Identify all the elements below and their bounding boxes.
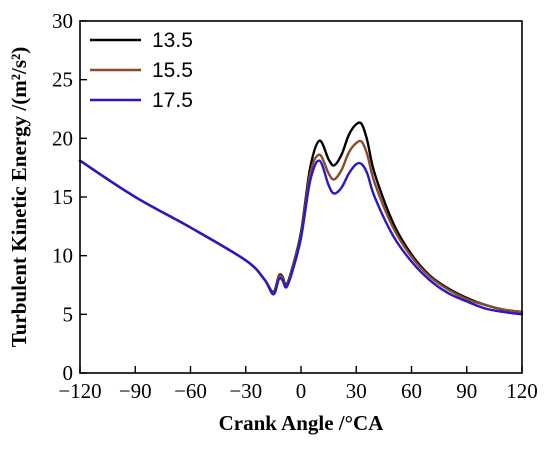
x-tick-label: 30 — [346, 379, 367, 403]
x-tick-label: −30 — [229, 379, 262, 403]
legend-label: 15.5 — [152, 59, 193, 82]
y-tick-label: 0 — [63, 361, 74, 385]
series-line-13-5 — [78, 121, 524, 314]
x-tick-label: 120 — [506, 379, 538, 403]
y-tick-label: 20 — [52, 126, 73, 150]
series-layer — [78, 121, 524, 316]
legend: 13.5 15.5 17.5 — [90, 29, 193, 112]
series-line-17-5 — [78, 159, 524, 316]
legend-label: 17.5 — [152, 89, 193, 112]
x-tick-label: −60 — [174, 379, 207, 403]
x-tick-label: 90 — [456, 379, 477, 403]
plot-frame — [79, 20, 523, 374]
y-tick-label: 15 — [52, 185, 73, 209]
y-tick-label: 25 — [52, 68, 73, 92]
x-tick-label: 0 — [296, 379, 307, 403]
y-tick-label: 5 — [63, 302, 74, 326]
y-axis-title: Turbulent Kinetic Energy /(m²/s²) — [7, 47, 31, 348]
x-tick-label: −90 — [119, 379, 152, 403]
x-axis-title: Crank Angle /°CA — [219, 411, 385, 435]
x-tick-label: 60 — [401, 379, 422, 403]
ticks-layer: −120 −90 −60 −30 0 30 60 90 120 0 5 10 15 20 25 30 — [52, 9, 538, 403]
y-tick-label: 10 — [52, 244, 73, 268]
x-tick-label: −120 — [58, 379, 101, 403]
legend-label: 13.5 — [152, 29, 193, 52]
y-tick-label: 30 — [52, 9, 73, 33]
